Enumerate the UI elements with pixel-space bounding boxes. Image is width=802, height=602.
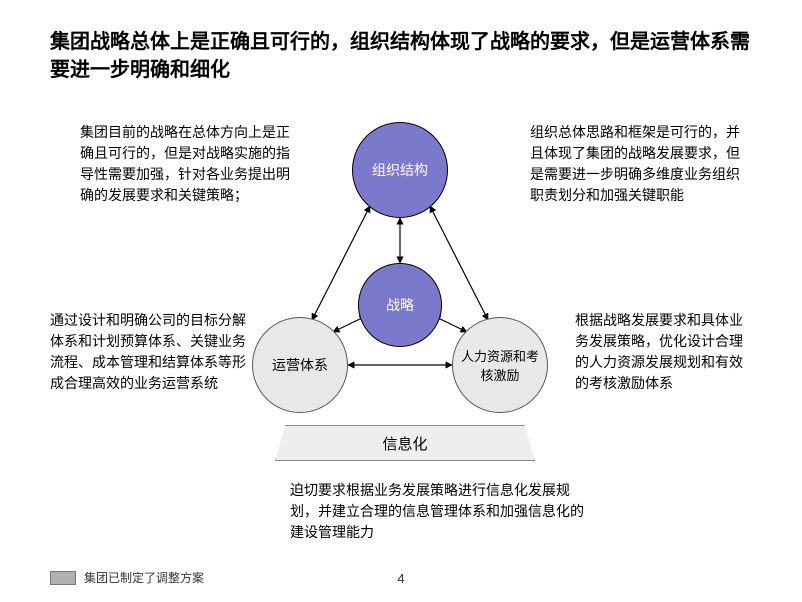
page-number: 4 <box>397 571 404 586</box>
info-band-label: 信息化 <box>382 433 427 454</box>
node-hr-incentive: 人力资源和考核激励 <box>452 317 548 413</box>
node-label: 战略 <box>386 295 414 315</box>
node-strategy: 战略 <box>358 263 442 347</box>
node-operations: 运营体系 <box>252 317 348 413</box>
annotation-top-left: 集团目前的战略在总体方向上是正确且可行的，但是对战略实施的指导性需要加强，针对各… <box>80 122 290 206</box>
legend-label: 集团已制定了调整方案 <box>84 569 204 586</box>
legend: 集团已制定了调整方案 <box>50 569 204 586</box>
annotation-mid-right: 根据战略发展要求和具体业务发展策略，优化设计合理的人力资源发展规划和有效的考核激… <box>575 310 755 394</box>
node-label: 人力资源和考核激励 <box>459 346 541 384</box>
node-org-structure: 组织结构 <box>352 122 448 218</box>
page-title: 集团战略总体上是正确且可行的，组织结构体现了战略的要求，但是运营体系需要进一步明… <box>50 28 752 84</box>
info-band: 信息化 <box>275 425 535 461</box>
node-label: 组织结构 <box>372 160 428 180</box>
annotation-mid-left: 通过设计和明确公司的目标分解体系和计划预算体系、关键业务流程、成本管理和结算体系… <box>50 310 250 394</box>
legend-swatch <box>50 571 76 585</box>
node-label: 运营体系 <box>272 355 328 375</box>
annotation-top-right: 组织总体思路和框架是可行的，并且体现了集团的战略发展要求，但是需要进一步明确多维… <box>530 122 745 206</box>
annotation-bottom: 迫切要求根据业务发展策略进行信息化发展规划，并建立合理的信息管理体系和加强信息化… <box>290 480 590 543</box>
